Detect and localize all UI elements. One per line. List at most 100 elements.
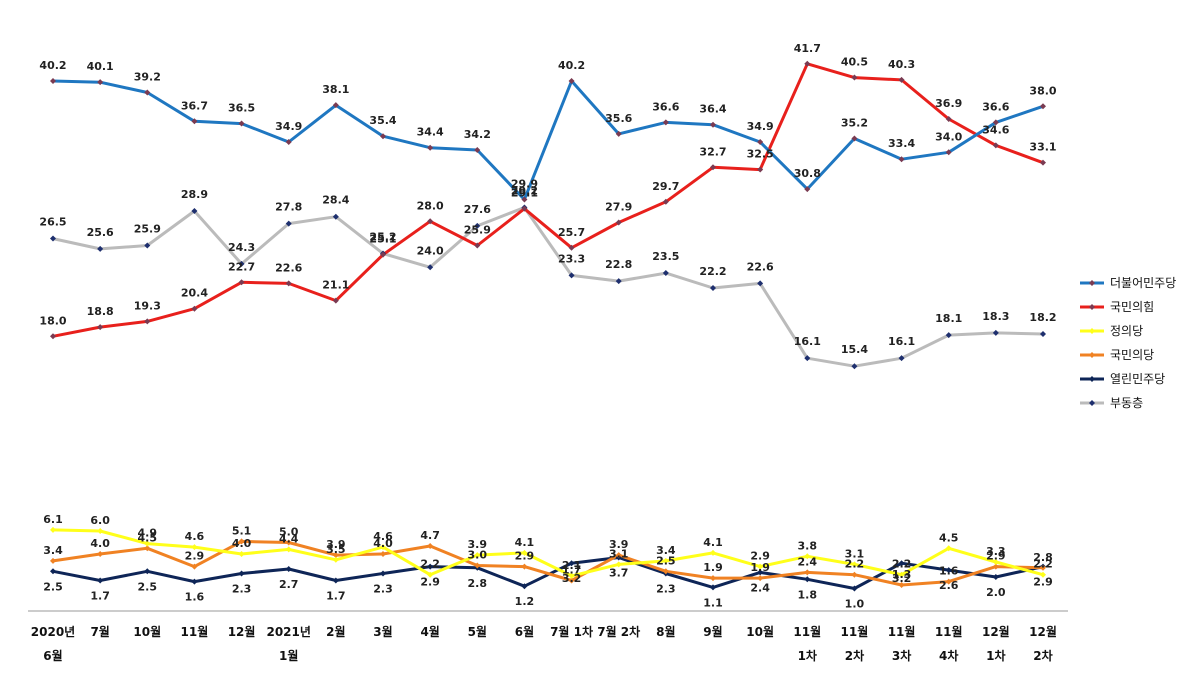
data-point: [615, 130, 622, 137]
data-point: [662, 119, 669, 126]
data-label: 34.4: [417, 126, 444, 139]
data-label: 16.1: [888, 335, 915, 348]
data-point: [898, 76, 905, 83]
data-label: 23.5: [652, 250, 679, 263]
data-label: 4.1: [515, 536, 535, 549]
data-point: [474, 147, 481, 153]
data-point: [568, 572, 575, 579]
x-tick-label: 9월: [703, 624, 722, 639]
data-point: [238, 538, 245, 545]
x-tick-label: 1차: [986, 648, 1005, 663]
data-label: 2.0: [986, 586, 1006, 599]
data-label: 6.1: [43, 513, 63, 526]
data-label: 28.4: [322, 194, 349, 207]
x-tick-label: 6월: [43, 648, 62, 663]
data-point: [568, 244, 575, 251]
data-label: 34.0: [935, 130, 962, 143]
data-point: [1040, 159, 1046, 166]
data-label: 36.6: [652, 100, 679, 113]
data-point: [427, 144, 434, 151]
data-point: [97, 245, 104, 252]
x-tick-label: 12월: [1029, 624, 1057, 639]
data-label: 25.9: [134, 223, 161, 236]
x-tick-label: 10월: [746, 624, 774, 639]
data-label: 18.3: [982, 310, 1009, 323]
data-point: [992, 119, 999, 126]
data-point: [191, 563, 198, 570]
data-label: 40.5: [841, 56, 868, 69]
data-label: 18.8: [87, 305, 114, 318]
data-point: [332, 577, 339, 584]
data-point: [332, 552, 339, 559]
x-axis-ticks: 2020년 6월 7월 10월 11월 12월 2021년 1월 2월 3월 4월 5월 6월 7월 1차…: [31, 624, 1057, 663]
data-point: [710, 549, 716, 556]
x-tick-label: 4차: [939, 648, 958, 663]
data-point: [945, 149, 952, 156]
data-label: 25.7: [558, 226, 585, 239]
data-label: 3.1: [845, 547, 865, 560]
data-point: [710, 164, 716, 171]
data-label: 4.5: [939, 531, 959, 544]
data-label: 3.3: [986, 545, 1006, 558]
data-label: 2.9: [515, 550, 535, 563]
data-label: 33.4: [888, 137, 915, 150]
data-label: 28.0: [417, 199, 444, 212]
data-label: 4.9: [138, 527, 158, 540]
data-label: 36.7: [181, 99, 208, 112]
data-point: [144, 318, 151, 325]
data-point: [97, 577, 104, 584]
data-label: 22.6: [275, 261, 302, 274]
x-tick-label: 4월: [420, 624, 439, 639]
data-point: [662, 557, 669, 564]
data-point: [757, 138, 764, 145]
data-label: 19.3: [134, 299, 161, 312]
data-point: [285, 138, 292, 145]
data-point: [757, 563, 764, 570]
data-label: 2.8: [468, 577, 488, 590]
data-point: [945, 567, 952, 574]
series-markers: [50, 60, 1046, 592]
data-point: [804, 186, 811, 193]
data-label: 18.1: [935, 312, 962, 325]
data-label: 28.9: [181, 188, 208, 201]
data-label: 2.9: [185, 550, 205, 563]
data-point: [992, 329, 999, 336]
data-label: 4.0: [373, 537, 393, 550]
data-label: 3.8: [798, 539, 818, 552]
data-label: 32.5: [747, 148, 774, 161]
x-tick-label: 3차: [892, 648, 911, 663]
data-label: 35.4: [369, 114, 396, 127]
data-label: 3.1: [609, 547, 629, 560]
data-label: 33.1: [1029, 141, 1056, 154]
data-label: 2.7: [279, 578, 299, 591]
data-label: 1.6: [939, 565, 959, 578]
data-point: [898, 560, 905, 567]
data-label: 40.2: [558, 59, 585, 72]
data-point: [568, 577, 575, 584]
data-label: 2.5: [43, 580, 63, 593]
data-point: [50, 526, 56, 533]
data-point: [50, 78, 56, 84]
data-point: [285, 539, 292, 546]
data-point: [615, 561, 622, 568]
data-point: [710, 584, 716, 591]
data-label: 22.2: [699, 265, 726, 278]
data-label: 2.1: [562, 559, 582, 572]
data-label: 22.7: [228, 260, 255, 273]
data-label: 3.0: [468, 549, 488, 562]
legend-marker: [1089, 352, 1095, 358]
x-tick-label: 7월: [90, 624, 109, 639]
data-point: [568, 560, 575, 567]
data-point: [144, 545, 151, 552]
data-label: 4.5: [138, 531, 158, 544]
x-tick-label: 10월: [133, 624, 161, 639]
data-point: [521, 583, 528, 590]
data-point: [238, 260, 245, 267]
data-label: 22.8: [605, 258, 632, 271]
data-point: [144, 242, 151, 249]
data-point: [992, 563, 999, 570]
series-line: [51, 79, 1045, 201]
data-label: 18.0: [39, 314, 66, 327]
series-line: [51, 206, 1045, 368]
data-label: 25.2: [369, 231, 396, 244]
